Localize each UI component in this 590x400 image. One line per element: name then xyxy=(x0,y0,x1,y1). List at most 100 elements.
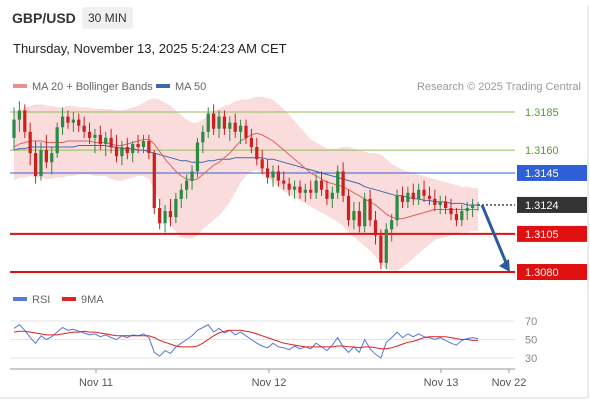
candle-body xyxy=(44,150,48,163)
candle-body xyxy=(433,198,437,205)
candle-body xyxy=(120,147,124,157)
timeframe-button[interactable]: 30 MIN xyxy=(82,7,133,29)
level-badge-1.3124 xyxy=(517,196,587,213)
candle-body xyxy=(104,137,108,144)
candle xyxy=(66,110,70,129)
candle xyxy=(136,134,140,154)
candle-body xyxy=(233,122,237,132)
candle-body xyxy=(33,153,38,176)
datetime-label: Thursday, November 13, 2025 5:24:23 AM C… xyxy=(13,41,287,56)
rsi-tick-30: 30 xyxy=(525,353,537,365)
candle xyxy=(131,140,135,163)
forecast-arrow-head xyxy=(499,259,510,272)
candle-body xyxy=(325,189,329,199)
level-label-1.3105: 1.3105 xyxy=(525,229,559,241)
candle-body xyxy=(238,125,243,132)
candle xyxy=(287,177,291,196)
candle xyxy=(303,183,307,202)
candle xyxy=(71,112,75,132)
level-badge-1.3080 xyxy=(517,264,587,280)
candle xyxy=(222,110,227,135)
credit-label: Research © 2025 Trading Central xyxy=(417,81,581,93)
candle-body xyxy=(449,208,453,215)
candle xyxy=(336,165,340,199)
candle-body xyxy=(309,189,313,193)
candle xyxy=(190,165,194,190)
candle-body xyxy=(373,220,378,236)
candle-body xyxy=(417,189,421,199)
candle-body xyxy=(390,220,394,230)
candle-body xyxy=(217,116,221,129)
candle xyxy=(28,122,32,166)
candle xyxy=(174,192,178,224)
candle xyxy=(206,107,210,138)
candle-body xyxy=(206,113,210,132)
candle-body xyxy=(406,192,410,202)
candle xyxy=(212,104,216,135)
rsi-legend-label: RSI xyxy=(32,294,50,306)
candle-body xyxy=(303,189,307,193)
price-plot: 1.3185 1.3160 1.3145 1.3124 1.3105 1.3080 xyxy=(10,96,587,280)
candle-body xyxy=(255,147,259,160)
candle-body xyxy=(330,192,334,199)
candle xyxy=(319,171,324,196)
rsi-ma-legend-swatch xyxy=(62,297,76,301)
candle xyxy=(384,223,388,269)
candle-body xyxy=(109,137,113,148)
candle-body xyxy=(298,186,302,193)
candle-body xyxy=(201,131,205,143)
level-label-1.3185: 1.3185 xyxy=(525,107,559,119)
candle-body xyxy=(244,125,248,138)
candle-body xyxy=(98,134,102,144)
candle xyxy=(163,204,167,233)
candle xyxy=(12,107,16,151)
candle xyxy=(238,119,243,144)
candle-body xyxy=(379,235,383,263)
candle-body xyxy=(71,119,75,123)
candle xyxy=(147,134,151,160)
x-tick-label: Nov 13 xyxy=(424,377,459,389)
candle xyxy=(341,162,345,202)
ma50-legend-swatch xyxy=(156,84,170,88)
candle xyxy=(44,134,48,169)
candle xyxy=(373,211,378,245)
candle xyxy=(411,183,415,205)
candle-body xyxy=(28,131,32,154)
candle xyxy=(438,195,442,215)
candle xyxy=(417,183,421,205)
candle xyxy=(104,131,108,157)
candle xyxy=(17,101,22,132)
candle xyxy=(244,119,248,144)
level-badge-1.3105 xyxy=(517,225,587,242)
candle-body xyxy=(131,144,135,154)
candle xyxy=(271,165,275,187)
candle-body xyxy=(55,127,59,154)
candle-body xyxy=(222,116,227,129)
candle xyxy=(120,140,124,166)
candle xyxy=(470,198,475,218)
candle-body xyxy=(152,153,156,208)
candle xyxy=(201,125,205,154)
candle xyxy=(50,147,54,175)
candle xyxy=(298,180,302,199)
candle-body xyxy=(292,186,297,190)
candle-body xyxy=(23,110,27,132)
rsi-ma-legend-label: 9MA xyxy=(81,294,104,306)
candle xyxy=(98,125,102,151)
candle xyxy=(346,189,351,227)
candle-body xyxy=(163,211,167,224)
candle xyxy=(352,201,356,230)
candle-body xyxy=(460,211,464,221)
candle-body xyxy=(77,119,81,126)
candle-body xyxy=(395,195,399,221)
candle-body xyxy=(60,116,65,128)
level-label-1.3080: 1.3080 xyxy=(525,267,559,279)
candle-body xyxy=(17,110,22,120)
candle xyxy=(33,140,38,184)
candle-body xyxy=(93,134,97,138)
candle-body xyxy=(465,208,469,212)
candle-body xyxy=(384,229,388,263)
candle-body xyxy=(352,211,356,221)
candle xyxy=(152,150,156,215)
